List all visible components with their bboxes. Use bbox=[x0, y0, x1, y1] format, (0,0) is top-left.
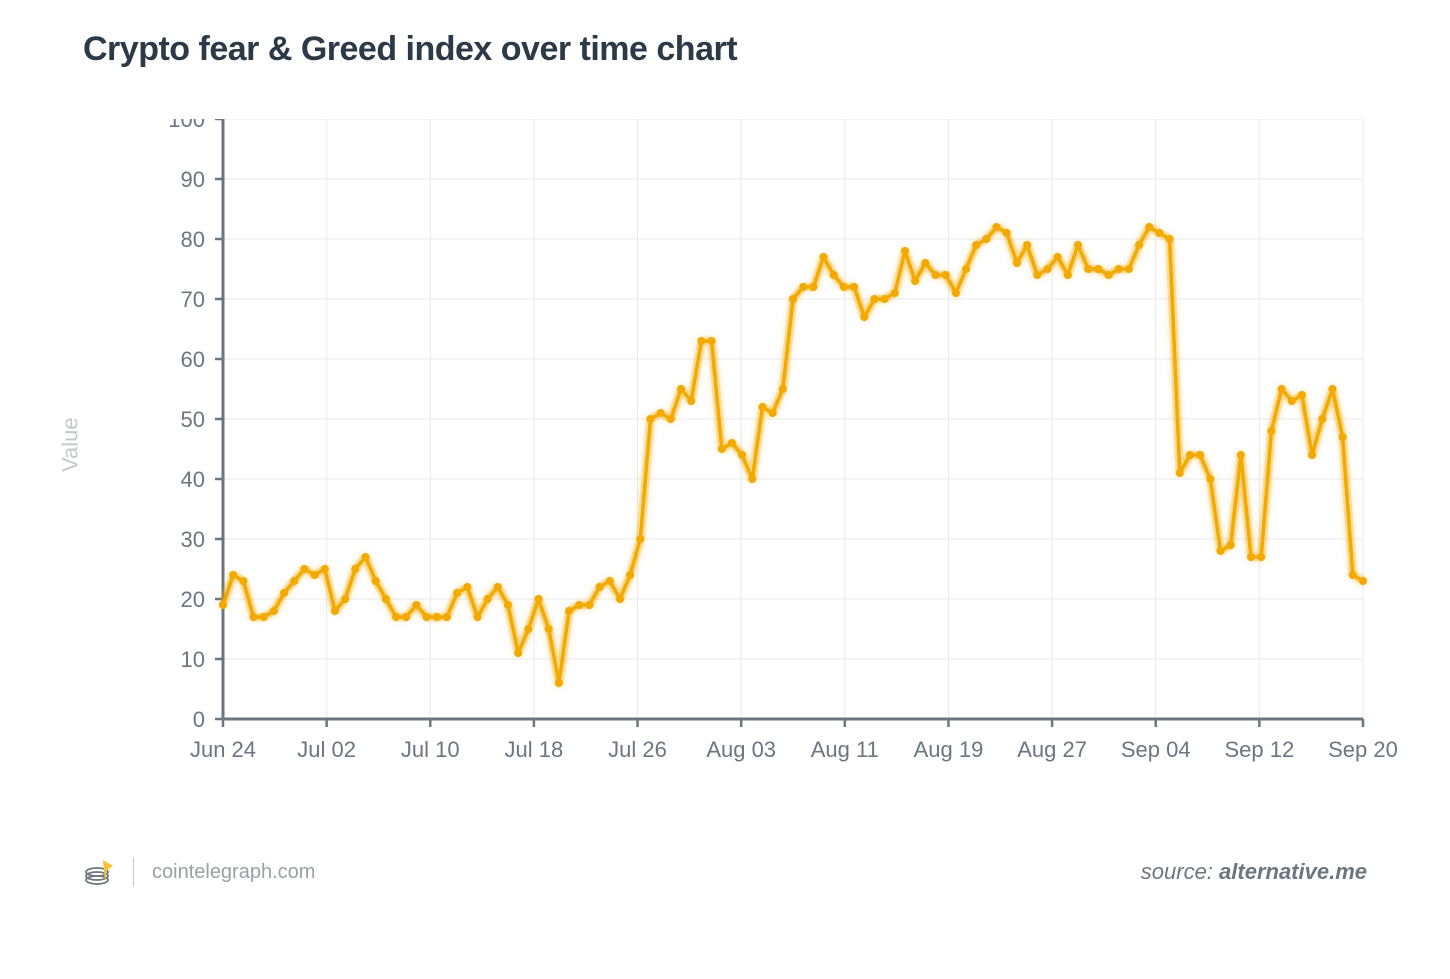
svg-text:100: 100 bbox=[168, 119, 205, 132]
svg-text:90: 90 bbox=[181, 167, 205, 192]
svg-text:0: 0 bbox=[193, 707, 205, 732]
svg-text:Jul 02: Jul 02 bbox=[297, 737, 356, 762]
svg-text:60: 60 bbox=[181, 347, 205, 372]
source-attribution: source: alternative.me bbox=[1141, 859, 1367, 885]
footer-divider bbox=[133, 858, 134, 886]
svg-text:70: 70 bbox=[181, 287, 205, 312]
chart-area: Value 0 10 20 30 40 50 60 70 80 90 100 Jun 24 Jul 02… bbox=[53, 119, 1397, 799]
svg-text:Jul 26: Jul 26 bbox=[608, 737, 667, 762]
svg-text:40: 40 bbox=[181, 467, 205, 492]
svg-text:80: 80 bbox=[181, 227, 205, 252]
svg-text:50: 50 bbox=[181, 407, 205, 432]
svg-text:Sep 20: Sep 20 bbox=[1328, 737, 1397, 762]
svg-text:Jul 18: Jul 18 bbox=[505, 737, 564, 762]
site-name: cointelegraph.com bbox=[152, 861, 315, 884]
chart-title: Crypto fear & Greed index over time char… bbox=[53, 30, 1397, 69]
svg-text:Sep 12: Sep 12 bbox=[1224, 737, 1294, 762]
footer: cointelegraph.com source: alternative.me bbox=[53, 856, 1397, 888]
cointelegraph-logo-icon bbox=[83, 856, 115, 888]
svg-text:20: 20 bbox=[181, 587, 205, 612]
svg-text:Aug 19: Aug 19 bbox=[914, 737, 984, 762]
svg-text:Jul 10: Jul 10 bbox=[401, 737, 460, 762]
y-axis-label: Value bbox=[57, 417, 83, 472]
svg-text:Aug 27: Aug 27 bbox=[1017, 737, 1087, 762]
svg-text:30: 30 bbox=[181, 527, 205, 552]
svg-text:Aug 03: Aug 03 bbox=[706, 737, 776, 762]
svg-text:Jun 24: Jun 24 bbox=[190, 737, 256, 762]
svg-text:Aug 11: Aug 11 bbox=[811, 737, 879, 762]
line-chart: 0 10 20 30 40 50 60 70 80 90 100 Jun 24 Jul 02 Jul 10… bbox=[53, 119, 1397, 799]
svg-text:10: 10 bbox=[181, 647, 205, 672]
svg-text:Sep 04: Sep 04 bbox=[1121, 737, 1191, 762]
